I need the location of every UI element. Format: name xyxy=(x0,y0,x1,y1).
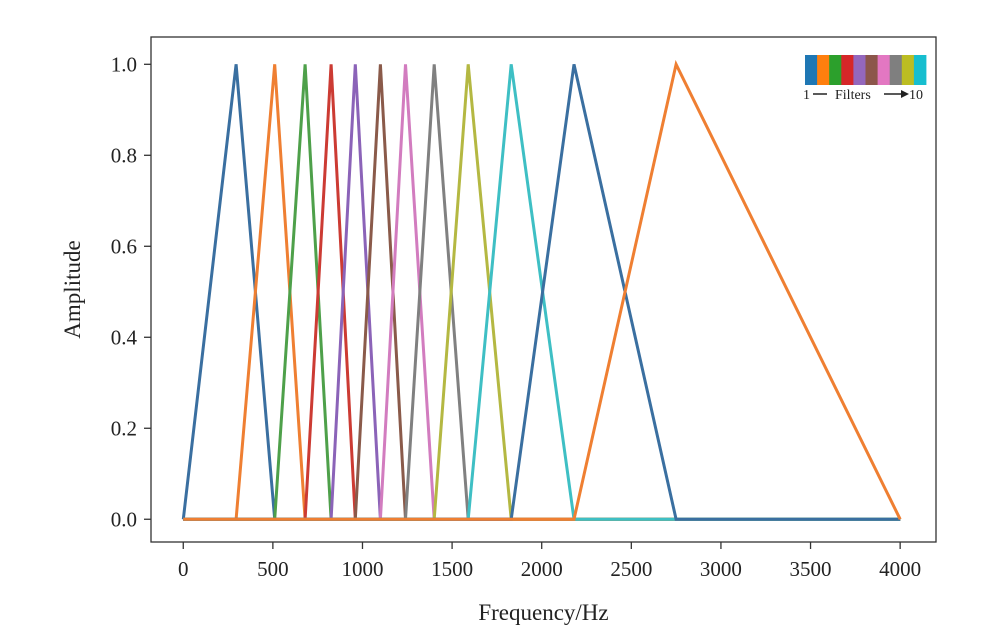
legend-swatch xyxy=(841,55,854,85)
x-tick-label: 1500 xyxy=(431,557,473,581)
filter-series-12 xyxy=(183,59,902,521)
legend-middle-label: Filters xyxy=(835,88,871,103)
y-tick-label: 0.2 xyxy=(111,416,137,440)
y-axis-ticks: 0.0 0.2 0.4 0.6 0.8 1.0 xyxy=(111,52,151,531)
legend-end-label: 10 xyxy=(909,88,923,103)
legend-swatch xyxy=(805,55,818,85)
y-tick-label: 0.6 xyxy=(111,234,137,258)
plot-frame xyxy=(150,36,937,543)
legend-arrow-head xyxy=(901,90,909,98)
legend: 1 Filters 10 xyxy=(803,55,927,103)
legend-start-label: 1 xyxy=(803,88,810,103)
x-axis-label: Frequency/Hz xyxy=(478,600,608,625)
legend-swatch xyxy=(913,55,927,85)
y-tick-label: 0.0 xyxy=(111,507,137,531)
legend-swatch xyxy=(853,55,866,85)
x-tick-label: 1000 xyxy=(341,557,383,581)
legend-colorbar xyxy=(805,55,927,85)
y-tick-label: 0.4 xyxy=(111,325,138,349)
x-axis-ticks: 0 500 1000 1500 2000 2500 3000 3500 4000 xyxy=(178,542,921,581)
legend-swatch xyxy=(829,55,842,85)
y-tick-label: 0.8 xyxy=(111,143,137,167)
series-layer xyxy=(181,59,902,521)
legend-swatch xyxy=(889,55,903,85)
legend-swatch xyxy=(817,55,830,85)
legend-swatch xyxy=(877,55,891,85)
legend-swatch xyxy=(901,55,915,85)
x-tick-label: 2500 xyxy=(610,557,652,581)
x-tick-label: 500 xyxy=(257,557,289,581)
x-tick-label: 3500 xyxy=(790,557,832,581)
legend-swatch xyxy=(865,55,878,85)
y-axis-label: Amplitude xyxy=(60,240,85,338)
x-tick-label: 2000 xyxy=(521,557,563,581)
y-tick-label: 1.0 xyxy=(111,52,137,76)
x-tick-label: 0 xyxy=(178,557,189,581)
x-tick-label: 3000 xyxy=(700,557,742,581)
x-tick-label: 4000 xyxy=(879,557,921,581)
